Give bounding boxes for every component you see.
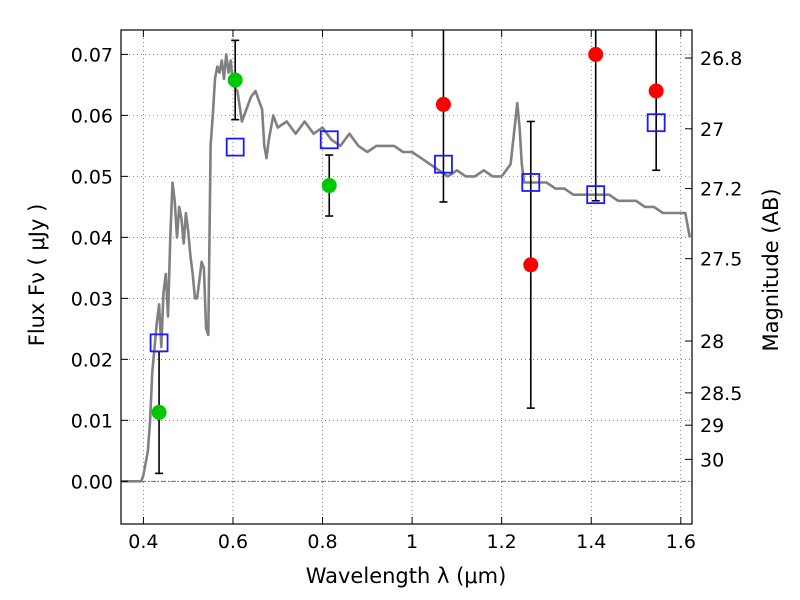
model-photometry-square	[434, 154, 453, 174]
y-tick-label: 0.07	[71, 44, 113, 66]
y-tick-label: 0.03	[71, 288, 113, 310]
x-tick-label: 1.6	[666, 531, 696, 553]
model-photometry-square	[225, 137, 245, 157]
y-tick-label: 0.02	[71, 349, 113, 371]
observed-flux-point-green	[321, 178, 337, 194]
y2-tick-label: 30	[700, 449, 724, 471]
x-tick-label: 0.8	[307, 531, 337, 553]
x-axis-label: Wavelength λ (μm)	[306, 564, 507, 588]
y-tick-label: 0.00	[71, 471, 113, 493]
y2-tick-label: 28	[700, 331, 724, 353]
grid	[121, 30, 692, 524]
observed-flux-point-red	[435, 96, 451, 112]
observed-flux-point-red	[523, 257, 539, 273]
y-axis-label: Flux Fν ( μJy )	[25, 204, 49, 347]
x-tick-label: 1	[406, 531, 418, 553]
x-tick-label: 0.4	[128, 531, 158, 553]
model-spectrum-line	[121, 53, 692, 483]
observed-flux-point-red	[648, 83, 664, 99]
model-photometry-square	[149, 333, 169, 353]
series-layer	[121, 30, 692, 483]
y-tick-label: 0.05	[71, 166, 113, 188]
y2-tick-label: 28.5	[700, 383, 742, 405]
y-tick-label: 0.01	[71, 410, 113, 432]
y2-tick-label: 29	[700, 415, 724, 437]
y2-tick-label: 27.2	[700, 179, 742, 201]
observed-flux-point-green	[227, 72, 243, 88]
y-tick-label: 0.06	[71, 105, 113, 127]
y2-tick-label: 27	[700, 119, 724, 141]
y-tick-label: 0.04	[71, 227, 113, 249]
plot-frame	[120, 29, 693, 525]
x-tick-label: 1.4	[576, 531, 606, 553]
model-photometry-square	[646, 113, 666, 133]
model-photometry-square	[319, 130, 339, 150]
model-photometry-square	[586, 185, 606, 205]
observed-flux-point-red	[588, 46, 604, 62]
x-tick-label: 0.6	[218, 531, 248, 553]
model-photometry-square	[521, 173, 541, 192]
x-tick-label: 1.2	[487, 531, 517, 553]
y2-axis-label: Magnitude (AB)	[759, 188, 783, 351]
y2-tick-label: 27.5	[700, 249, 742, 271]
observed-flux-point-green	[151, 404, 167, 420]
ticks: 0.4 0.6 0.8 1 1.2 1.4 1.6 0.00 0.01 0.02 0.03 0.04 0…	[71, 30, 742, 553]
y2-tick-label: 26.8	[700, 48, 742, 70]
